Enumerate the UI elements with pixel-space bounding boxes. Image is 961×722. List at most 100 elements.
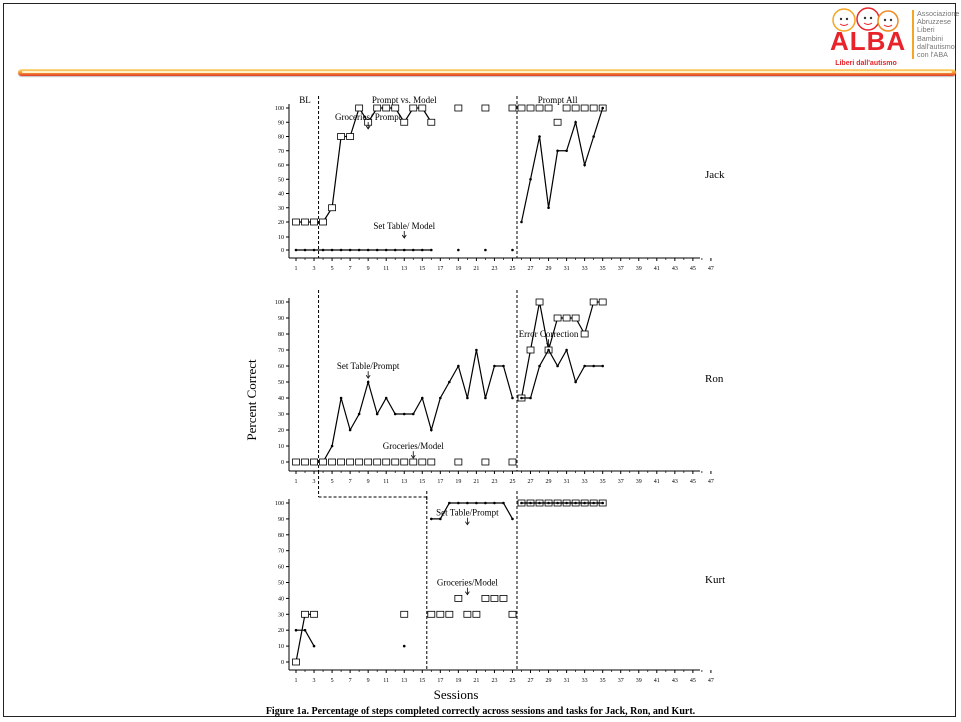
x-tick-label: 47 [708, 678, 714, 684]
square-marker [310, 218, 318, 226]
dot-marker [430, 248, 433, 252]
annotation-arrow-head [465, 591, 470, 596]
y-tick-label: 50 [278, 581, 284, 587]
x-tick-label: 47 [708, 266, 714, 272]
dot-marker [484, 501, 487, 505]
square-marker [598, 298, 607, 306]
x-tick-label: 7 [349, 266, 352, 272]
x-tick-label: 29 [546, 678, 552, 684]
x-tick-label: 7 [349, 678, 352, 684]
y-tick-label: 40 [278, 396, 284, 402]
dot-marker [574, 120, 577, 124]
x-tick-label: 3 [313, 678, 316, 684]
dot-marker [511, 248, 514, 252]
dot-marker [294, 628, 298, 632]
x-tick-label: 5 [331, 266, 334, 272]
dot-marker [339, 396, 343, 400]
square-marker [301, 610, 309, 618]
dot-marker [583, 364, 586, 368]
y-tick-label: 0 [281, 460, 284, 466]
annotation-arrow-head [465, 521, 470, 526]
square-marker [535, 104, 544, 112]
square-marker [301, 458, 309, 466]
square-marker [454, 595, 463, 602]
square-marker [301, 218, 309, 226]
square-marker [373, 458, 382, 466]
dot-marker [547, 206, 550, 210]
square-marker [589, 298, 598, 306]
y-tick-label: 50 [278, 380, 284, 386]
phase-label: BL [299, 95, 311, 105]
dot-marker [502, 501, 505, 505]
dot-marker [348, 248, 352, 252]
y-tick-label: 20 [278, 628, 284, 634]
dot-marker [312, 644, 316, 648]
x-tick-label: 37 [618, 678, 624, 684]
dot-marker [294, 248, 298, 252]
dot-marker [384, 248, 388, 252]
y-tick-label: 60 [278, 364, 284, 370]
x-tick-label: 15 [419, 266, 425, 272]
dot-marker [348, 428, 352, 432]
dot-marker [411, 248, 415, 252]
dot-marker [420, 248, 424, 252]
square-marker [454, 104, 463, 112]
x-tick-label: 47 [708, 479, 714, 485]
dot-marker [529, 177, 532, 181]
logo-side-line: con l'ABA [917, 50, 948, 60]
dot-marker [366, 380, 370, 384]
dot-marker [411, 412, 415, 416]
dot-marker [493, 501, 496, 505]
x-tick-label: 45 [690, 678, 696, 684]
dot-marker [601, 364, 604, 368]
x-tick-label: 21 [473, 678, 479, 684]
y-tick-label: 70 [278, 149, 284, 155]
y-tick-label: 30 [278, 206, 284, 212]
square-marker [355, 458, 364, 466]
dot-marker [439, 396, 442, 400]
x-tick-label: 11 [383, 266, 389, 272]
x-tick-label: 41 [654, 479, 660, 485]
x-tick-label: 33 [582, 678, 588, 684]
logo-side-line: Bambini [917, 33, 943, 43]
square-marker [409, 104, 418, 112]
dot-marker [565, 501, 568, 505]
dot-marker [529, 396, 532, 400]
dot-marker [457, 364, 460, 368]
square-marker [553, 314, 562, 322]
dot-marker [484, 248, 487, 252]
square-marker [526, 346, 535, 354]
square-marker [418, 458, 427, 466]
dot-marker [430, 428, 433, 432]
x-tick-label: 45 [690, 479, 696, 485]
x-tick-label: 7 [349, 479, 352, 485]
x-tick-label: 5 [331, 479, 334, 485]
dot-marker [565, 348, 568, 352]
x-tick-label: 19 [455, 678, 461, 684]
x-tick-label: 35 [600, 678, 606, 684]
x-tick-label: 11 [383, 479, 389, 485]
dot-marker [384, 396, 388, 400]
dot-marker [529, 501, 532, 505]
annotation-label: Groceries/Model [437, 578, 498, 588]
y-axis-label: Percent Correct [244, 359, 259, 441]
x-tick-label: 41 [654, 266, 660, 272]
square-marker [508, 610, 517, 618]
dot-marker [457, 248, 460, 252]
dot-marker [375, 412, 379, 416]
square-marker [472, 610, 481, 618]
square-marker [553, 118, 562, 126]
x-tick-label: 19 [455, 266, 461, 272]
dot-marker [583, 501, 586, 505]
x-tick-label: 39 [636, 678, 642, 684]
dot-marker [366, 248, 370, 252]
dot-marker [592, 364, 595, 368]
x-tick-label: 3 [313, 266, 316, 272]
y-tick-label: 10 [278, 235, 284, 241]
dot-marker [393, 248, 397, 252]
x-tick-label: 1 [295, 266, 298, 272]
annotation-label: Error Correction [519, 329, 579, 339]
dot-marker [439, 517, 442, 521]
square-marker [544, 104, 553, 112]
square-marker [382, 458, 391, 466]
